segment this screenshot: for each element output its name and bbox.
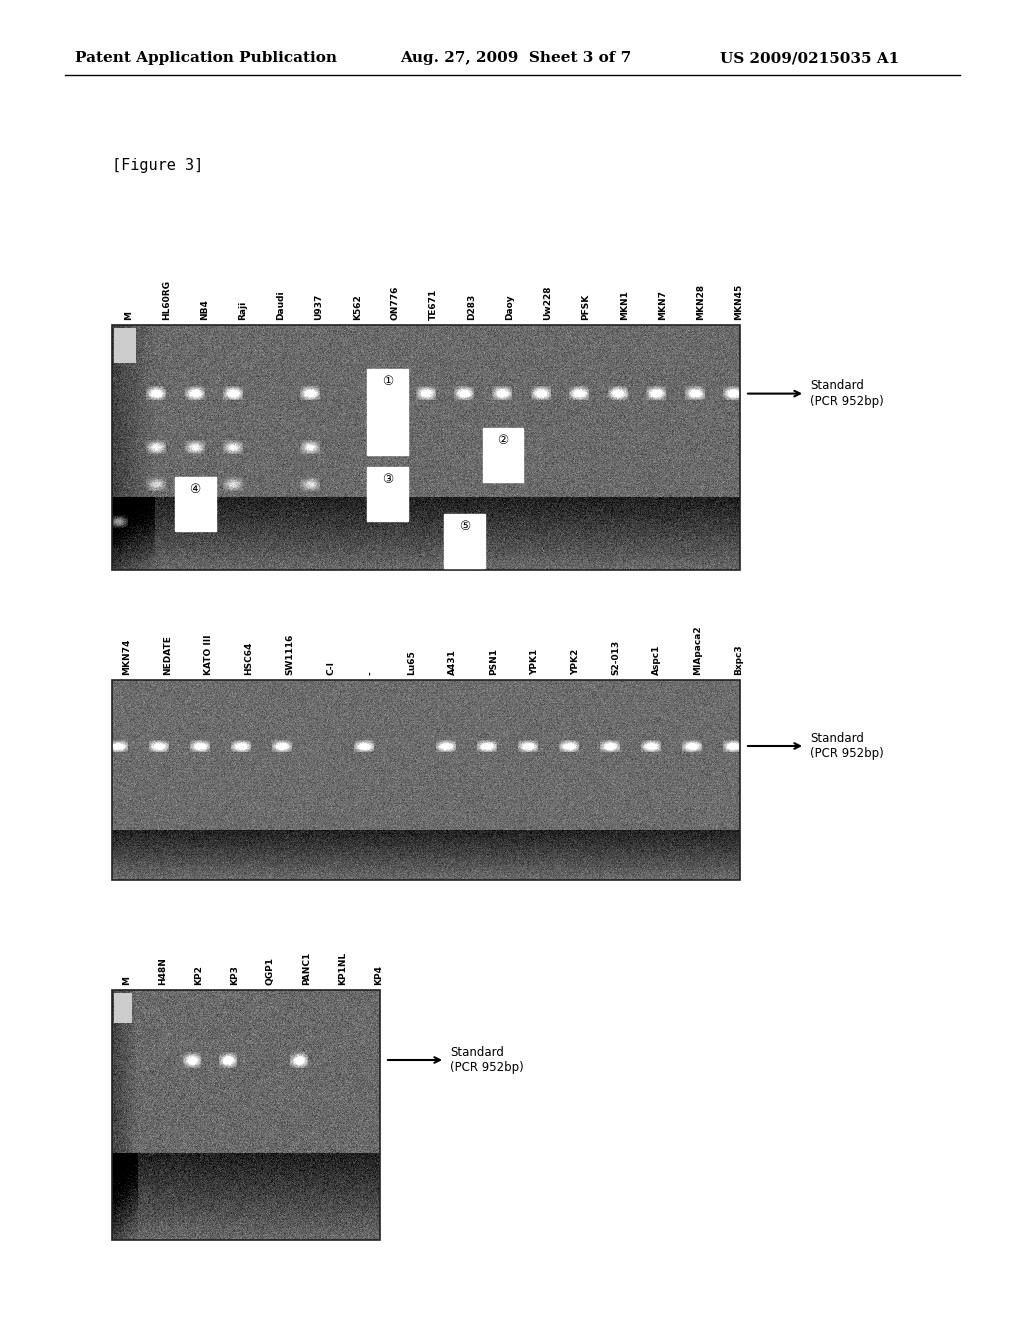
Text: KP2: KP2: [194, 965, 203, 985]
Text: S2-013: S2-013: [611, 640, 621, 675]
Text: MKN74: MKN74: [122, 639, 131, 675]
Text: HL60RG: HL60RG: [162, 280, 171, 319]
Text: HSC64: HSC64: [245, 642, 253, 675]
Text: NEDATE: NEDATE: [163, 635, 172, 675]
Bar: [112, 325, 740, 570]
Text: A431: A431: [449, 649, 458, 675]
Text: Aug. 27, 2009  Sheet 3 of 7: Aug. 27, 2009 Sheet 3 of 7: [400, 51, 631, 65]
Bar: [114, 327, 136, 363]
Bar: [444, 513, 484, 568]
Text: (PCR 952bp): (PCR 952bp): [810, 747, 884, 760]
Text: Raji: Raji: [239, 301, 248, 319]
Text: Uw228: Uw228: [544, 285, 552, 319]
Text: Patent Application Publication: Patent Application Publication: [75, 51, 337, 65]
Text: K562: K562: [352, 294, 361, 319]
Text: D283: D283: [467, 294, 476, 319]
Text: ①: ①: [382, 375, 393, 388]
Text: Aspc1: Aspc1: [652, 644, 662, 675]
Text: PFSK: PFSK: [582, 294, 591, 319]
Text: Standard: Standard: [810, 731, 864, 744]
Text: H48N: H48N: [158, 957, 167, 985]
Bar: [112, 990, 380, 1239]
Text: (PCR 952bp): (PCR 952bp): [450, 1061, 523, 1074]
Text: US 2009/0215035 A1: US 2009/0215035 A1: [720, 51, 899, 65]
Text: Standard: Standard: [810, 379, 864, 392]
Text: NB4: NB4: [201, 300, 209, 319]
Text: KP1NL: KP1NL: [338, 952, 347, 985]
Text: ④: ④: [189, 483, 201, 496]
Text: SW1116: SW1116: [286, 634, 294, 675]
Text: YPK2: YPK2: [570, 648, 580, 675]
Text: KP4: KP4: [374, 965, 383, 985]
Text: (PCR 952bp): (PCR 952bp): [810, 395, 884, 408]
Text: MIApaca2: MIApaca2: [693, 626, 702, 675]
Text: MKN1: MKN1: [620, 290, 629, 319]
Text: ON776: ON776: [391, 285, 400, 319]
Text: Daudi: Daudi: [276, 290, 286, 319]
Text: TE671: TE671: [429, 289, 438, 319]
Text: PANC1: PANC1: [302, 952, 311, 985]
Text: QGP1: QGP1: [266, 957, 275, 985]
Text: MKN28: MKN28: [696, 284, 705, 319]
Text: MKN45: MKN45: [734, 284, 743, 319]
Text: [Figure 3]: [Figure 3]: [112, 158, 203, 173]
Text: M: M: [124, 312, 133, 319]
Text: C-I: C-I: [326, 661, 335, 675]
Bar: [112, 680, 740, 880]
Text: U937: U937: [314, 293, 324, 319]
Text: ②: ②: [498, 434, 509, 447]
Text: YPK1: YPK1: [530, 648, 539, 675]
Text: Daoy: Daoy: [505, 294, 514, 319]
Text: Bxpc3: Bxpc3: [734, 644, 743, 675]
Text: Lu65: Lu65: [408, 651, 417, 675]
Bar: [175, 477, 215, 531]
Text: KATO III: KATO III: [204, 635, 213, 675]
Text: ③: ③: [382, 473, 393, 486]
Text: -: -: [367, 672, 376, 675]
Bar: [368, 370, 408, 455]
Text: PSN1: PSN1: [489, 648, 499, 675]
Bar: [368, 467, 408, 521]
Text: M: M: [122, 975, 131, 985]
Bar: [482, 428, 523, 482]
Text: KP3: KP3: [230, 965, 239, 985]
Text: ⑤: ⑤: [459, 520, 470, 533]
Text: MKN7: MKN7: [657, 290, 667, 319]
Bar: [114, 993, 132, 1023]
Text: Standard: Standard: [450, 1045, 504, 1059]
